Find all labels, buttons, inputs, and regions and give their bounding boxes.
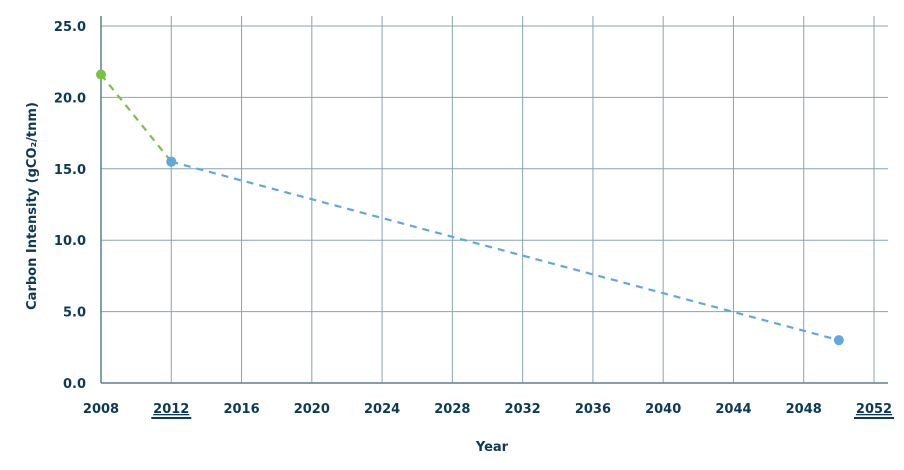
axes [100, 16, 888, 384]
x-tick-label: 2032 [505, 402, 541, 417]
y-axis-title: Carbon Intensity (gCO₂/tnm) [25, 102, 40, 310]
x-tick-label: 2012 [153, 402, 189, 417]
grid [101, 16, 888, 383]
y-tick-label: 25.0 [54, 20, 86, 35]
x-tick-label: 2036 [575, 402, 611, 417]
y-tick-label: 20.0 [54, 91, 86, 106]
x-axis-title: Year [475, 440, 509, 455]
series-line-0 [100, 73, 173, 163]
y-tick-label: 15.0 [54, 163, 86, 178]
tick-labels: 0.0 5.0 10.0 15.0 20.0 25.0 2008 2012 2016 2020 20… [54, 20, 894, 419]
y-tick-label: 0.0 [63, 377, 86, 392]
x-tick-label: 2028 [434, 402, 470, 417]
x-tick-label: 2008 [83, 402, 119, 417]
data-point [96, 69, 106, 80]
y-tick-label: 5.0 [63, 306, 86, 321]
x-tick-label: 2048 [786, 402, 822, 417]
x-tick-label: 2052 [856, 402, 892, 417]
x-tick-label: 2016 [223, 402, 259, 417]
series-line-1 [170, 160, 840, 342]
x-tick-label: 2024 [364, 402, 400, 417]
data-point [166, 156, 177, 167]
x-tick-label: 2044 [715, 402, 751, 417]
data-point [833, 335, 844, 346]
x-tick-label: 2040 [645, 402, 681, 417]
x-tick-label: 2020 [294, 402, 330, 417]
series [96, 69, 844, 346]
y-tick-label: 10.0 [54, 234, 86, 249]
